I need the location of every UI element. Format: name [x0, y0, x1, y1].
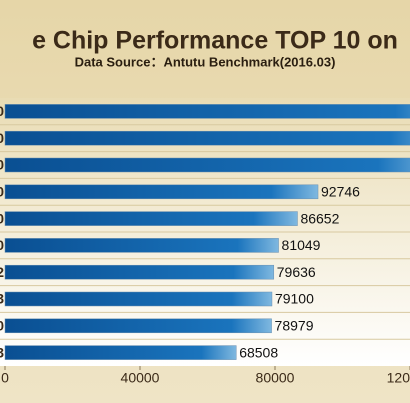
x-tick-label: 0 — [1, 370, 9, 386]
value-label: 79636 — [277, 264, 316, 280]
bar — [4, 318, 272, 334]
y-tick-label: 0 — [0, 103, 4, 119]
y-tick-label: 3 — [0, 291, 4, 307]
y-tick-label: 0 — [0, 130, 4, 146]
chart-title: e Chip Performance TOP 10 on — [32, 27, 398, 55]
x-tick-label: 40000 — [121, 370, 160, 386]
x-tick-label: 80000 — [256, 370, 295, 386]
y-tick-label: 0 — [0, 184, 4, 200]
chart-subtitle: Data Source：Antutu Benchmark(2016.03) — [75, 54, 336, 69]
value-label: 79100 — [275, 291, 314, 307]
y-tick-label: 2 — [0, 264, 4, 280]
bar — [4, 291, 273, 307]
y-tick-label: 3 — [0, 344, 4, 360]
bar — [4, 238, 279, 253]
bar — [4, 157, 410, 173]
y-tick-label: 0 — [0, 210, 4, 226]
value-label: 78979 — [275, 318, 314, 334]
value-label: 68508 — [239, 344, 278, 360]
bar — [4, 211, 298, 226]
bar — [4, 130, 410, 146]
y-tick-label: 0 — [0, 157, 4, 173]
y-tick-label: 0 — [0, 237, 4, 253]
value-label: 86652 — [300, 210, 339, 226]
value-label: 92746 — [321, 184, 360, 200]
bar — [4, 264, 275, 280]
value-label: 81049 — [282, 237, 321, 253]
bar — [4, 345, 237, 360]
bar — [4, 104, 410, 119]
y-tick-label: 0 — [0, 318, 4, 334]
bar — [4, 184, 319, 200]
